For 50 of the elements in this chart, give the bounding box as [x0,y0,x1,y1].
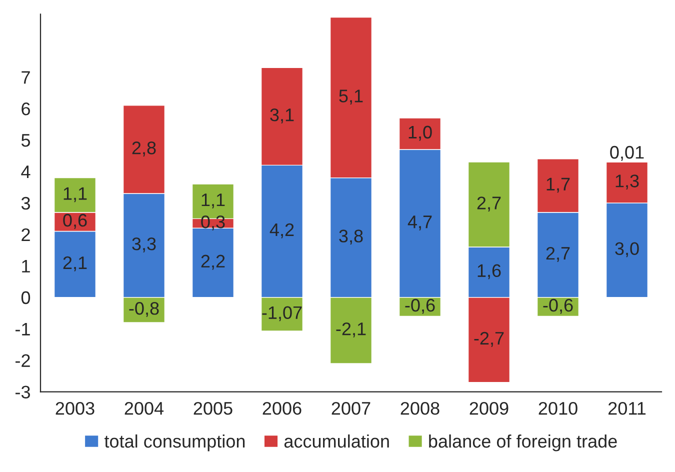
data-label: 0,6 [63,214,87,229]
y-tick-label: -2 [16,354,30,367]
x-tick-label: 2003 [56,402,94,415]
legend-label: accumulation [284,434,389,448]
data-label: 4,2 [270,223,294,238]
x-tick-label: 2008 [400,402,440,415]
y-tick-label: 0 [21,291,30,304]
data-label: 4,7 [408,216,432,230]
data-label: 0,01 [610,146,644,161]
data-label: 2,7 [477,196,501,212]
y-tick-label: 4 [21,166,30,178]
data-label: 1,1 [202,194,225,208]
y-tick-label: 7 [22,71,30,84]
data-label: 3,3 [132,238,156,252]
data-label: 1,3 [616,174,639,190]
data-label: 1,0 [408,126,432,141]
y-tick-label: -3 [16,386,30,398]
y-tick-label: 1 [22,260,30,272]
data-label: -0,6 [543,298,573,314]
legend-label: total consumption [104,434,245,452]
data-label: 5,1 [339,90,363,105]
y-tick-label: 3 [21,196,30,210]
data-label: -1,07 [262,306,302,322]
data-label: 3,8 [339,230,363,245]
data-label: -2,1 [336,322,366,338]
x-tick-label: 2007 [332,402,370,415]
y-tick-label: -1 [16,322,30,336]
data-label: 2,1 [63,256,87,272]
data-label: 1,1 [64,187,87,202]
y-tick-label: 2 [22,228,30,241]
data-label: -0,6 [405,298,435,314]
x-tick-label: 2004 [124,402,164,415]
data-label: 1,7 [546,178,570,193]
x-tick-label: 2009 [470,402,508,415]
x-tick-label: 2011 [608,402,646,415]
x-tick-label: 2010 [538,402,578,415]
data-label: 2,2 [201,254,225,270]
data-label: -2,7 [474,332,504,347]
legend-label: balance of foreign trade [429,434,617,452]
x-tick-label: 2006 [262,402,302,415]
data-label: 1,6 [478,264,501,280]
data-label: 3,0 [615,242,639,258]
data-label: 0,3 [201,215,225,230]
data-label: 2,7 [546,246,570,262]
y-tick-label: 5 [21,134,30,147]
y-tick-label: 6 [22,102,30,116]
data-label: 3,1 [270,108,294,124]
x-tick-label: 2005 [194,402,232,415]
data-label: 2,8 [132,142,156,156]
data-label: -0,8 [129,302,159,317]
